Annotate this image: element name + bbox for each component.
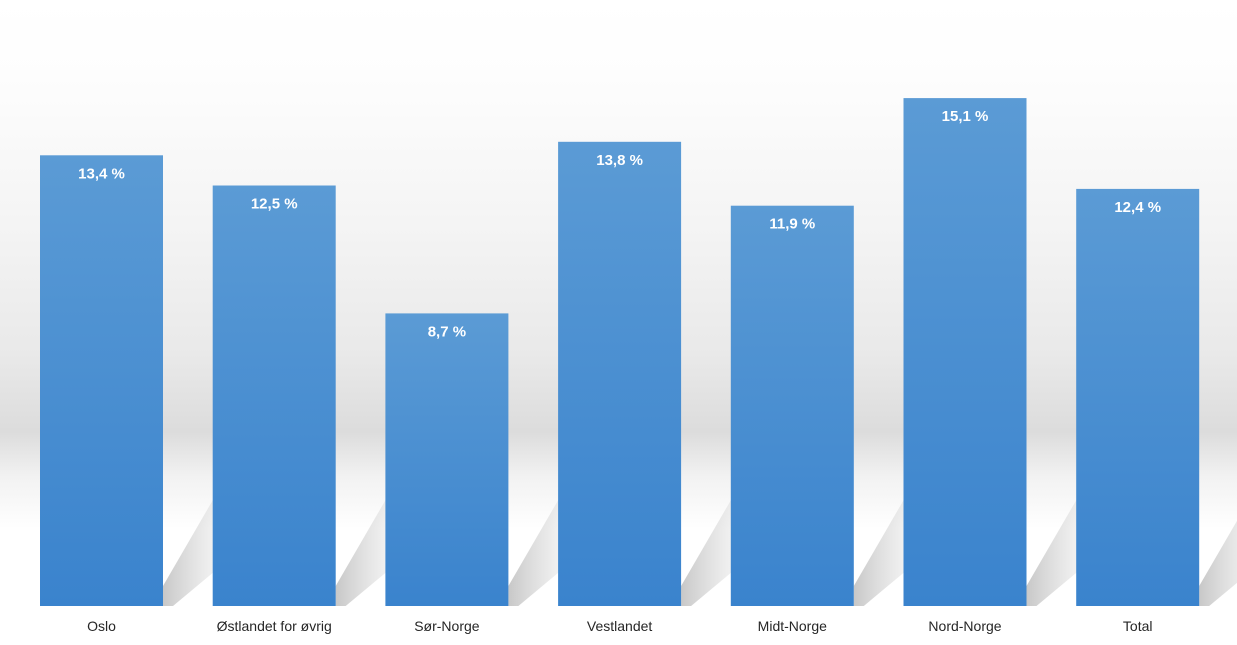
x-tick-label-vestlandet: Vestlandet	[587, 618, 652, 634]
bar-shadow-nord-norge	[1026, 486, 1085, 606]
data-label-total: 12,4 %	[1114, 199, 1161, 216]
bar-vestlandet	[558, 141, 682, 607]
data-label-oslo: 13,4 %	[78, 165, 125, 182]
bar-shadow-sor-norge	[508, 486, 567, 606]
x-axis-tick-labels: Oslo Østlandet for øvrig Sør-Norge Vestland…	[87, 618, 1152, 634]
x-tick-label-midt-norge: Midt-Norge	[758, 618, 827, 634]
bar-total	[1076, 188, 1200, 606]
x-tick-label-ostlandet-for-ovrig: Østlandet for øvrig	[217, 618, 332, 634]
bar-midt-norge	[730, 205, 854, 606]
bar-shadow-ostlandet-for-ovrig	[335, 486, 394, 606]
bar-shadow-oslo	[163, 486, 221, 606]
bars	[40, 98, 1200, 607]
x-tick-label-total: Total	[1123, 618, 1153, 634]
data-label-vestlandet: 13,8 %	[596, 152, 643, 169]
bar-sor-norge	[385, 313, 509, 606]
x-tick-label-nord-norge: Nord-Norge	[928, 618, 1001, 634]
x-tick-label-sor-norge: Sør-Norge	[414, 618, 480, 634]
x-tick-label-oslo: Oslo	[87, 618, 116, 634]
data-label-midt-norge: 11,9 %	[769, 216, 815, 233]
bar-ostlandet-for-ovrig	[212, 185, 336, 606]
bar-shadow-midt-norge	[853, 486, 912, 606]
bar-oslo	[40, 155, 163, 607]
bar-nord-norge	[903, 98, 1027, 606]
data-label-ostlandet-for-ovrig: 12,5 %	[251, 196, 298, 213]
data-label-nord-norge: 15,1 %	[942, 108, 989, 125]
bar-shadows	[163, 486, 1237, 606]
bar-shadow-total	[1199, 520, 1237, 606]
bar-shadow-vestlandet	[681, 486, 740, 606]
data-label-sor-norge: 8,7 %	[428, 323, 466, 340]
data-labels: 13,4 % 12,5 % 8,7 % 13,8 % 11,9 % 15,1 % 12,4 …	[78, 108, 1161, 340]
